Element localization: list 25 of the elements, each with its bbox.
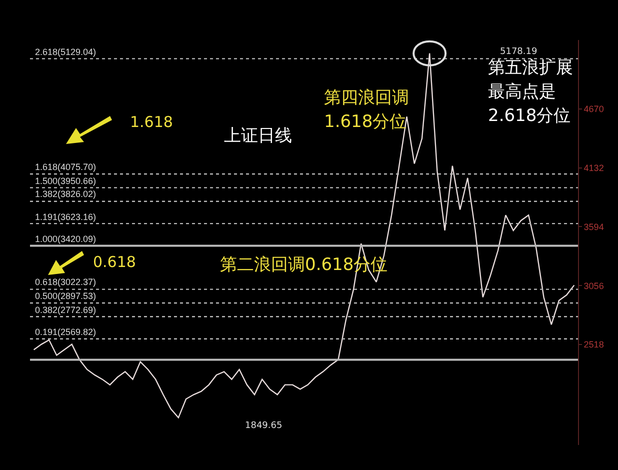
annotation: 1.618分位	[324, 112, 407, 132]
ref-line-label: 0.191(2569.82)	[35, 327, 96, 337]
annotation: 5178.19	[500, 47, 538, 57]
ref-line-label: 1.191(3623.16)	[35, 212, 96, 222]
y-tick-label: 4132	[584, 163, 604, 173]
annotation: 第四浪回调	[324, 88, 409, 108]
annotation: 最高点是	[488, 82, 556, 102]
annotation: 上证日线	[224, 126, 292, 146]
annotation: 0.618	[93, 253, 136, 271]
ref-line-label: 0.382(2772.69)	[35, 305, 96, 315]
ref-line-label: 1.000(3420.09)	[35, 234, 96, 244]
ref-line-label: 1.500(3950.66)	[35, 176, 96, 186]
y-tick-label: 4670	[584, 104, 604, 114]
annotation: 1.618	[130, 113, 173, 131]
annotation: 2.618分位	[488, 106, 571, 126]
y-tick-label: 3594	[584, 222, 604, 232]
y-tick-label: 2518	[584, 340, 604, 350]
annotation: 第五浪扩展	[488, 58, 573, 78]
annotation: 1849.65	[245, 421, 282, 431]
ref-line-label: 1.382(3826.02)	[35, 189, 96, 199]
ref-line-label: 2.618(5129.04)	[35, 47, 96, 57]
ref-line-label: 0.618(3022.37)	[35, 277, 96, 287]
ref-line-label: 0.500(2897.53)	[35, 291, 96, 301]
y-tick-label: 3056	[584, 280, 604, 291]
ref-line-label: 1.618(4075.70)	[35, 162, 96, 172]
